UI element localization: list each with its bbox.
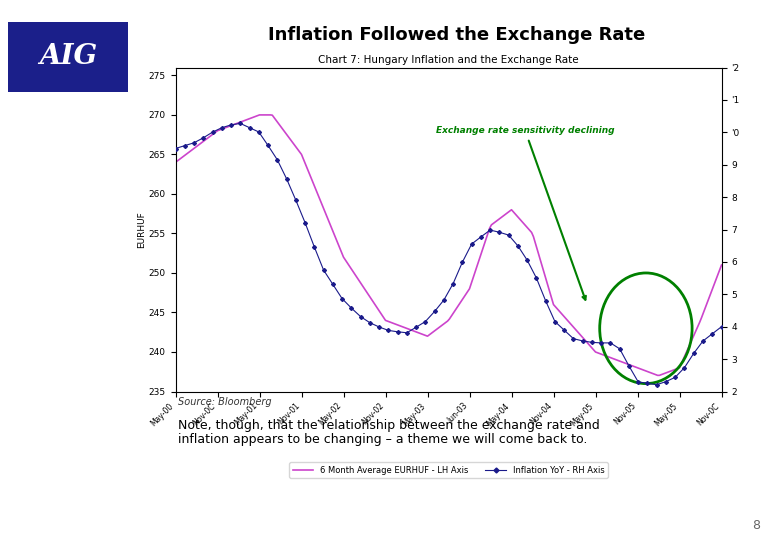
Title: Chart 7: Hungary Inflation and the Exchange Rate: Chart 7: Hungary Inflation and the Excha… [318, 55, 579, 65]
Text: Strong: Strong [34, 156, 102, 174]
Text: Between: Between [24, 242, 112, 260]
Y-axis label: EURHUF: EURHUF [136, 211, 146, 248]
Legend: 6 Month Average EURHUF - LH Axis, Inflation YoY - RH Axis: 6 Month Average EURHUF - LH Axis, Inflat… [289, 462, 608, 478]
Text: Link: Link [47, 199, 90, 217]
Text: AIG: AIG [39, 43, 98, 70]
Text: Inflation Followed the Exchange Rate: Inflation Followed the Exchange Rate [268, 26, 645, 44]
Text: Rate: Rate [45, 334, 91, 352]
Text: Inflation: Inflation [26, 426, 111, 444]
Text: Exchange: Exchange [20, 291, 117, 309]
Text: 8: 8 [753, 519, 760, 532]
Text: Exchange rate sensitivity declining: Exchange rate sensitivity declining [436, 126, 615, 300]
Text: Banque AIG: Banque AIG [32, 103, 105, 113]
Text: And: And [48, 377, 88, 395]
Text: Source: Bloomberg: Source: Bloomberg [178, 397, 271, 407]
Bar [8, 22, 128, 92]
Text: Note, though, that the relationship between the exchange rate and
inflation appe: Note, though, that the relationship betw… [178, 418, 600, 447]
